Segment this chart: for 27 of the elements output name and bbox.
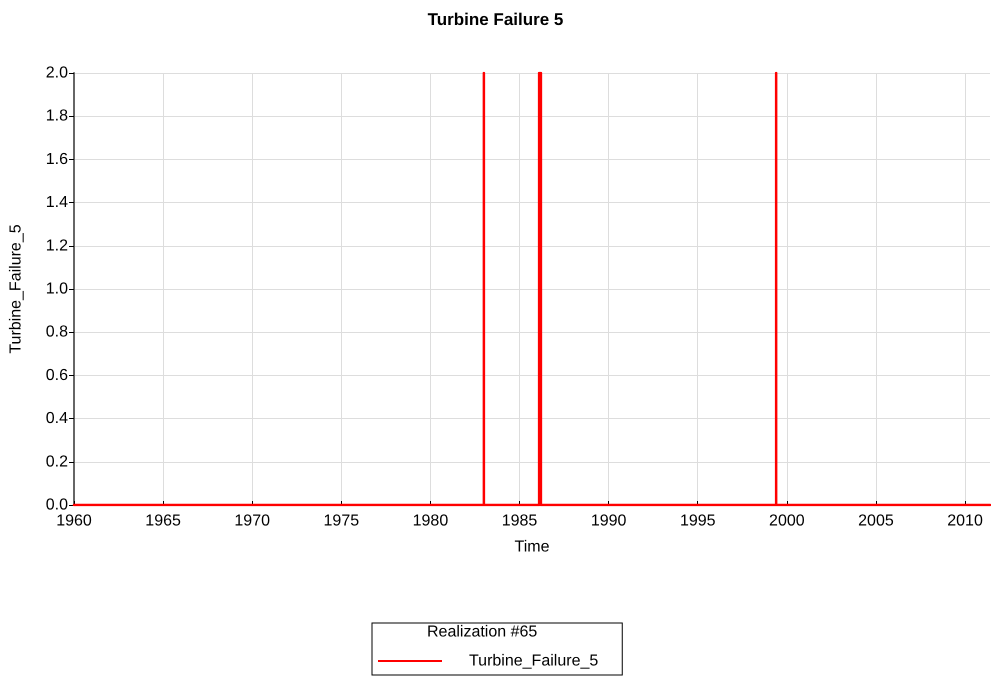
y-tick-label: 1.6 — [46, 150, 68, 168]
x-tick-label: 1990 — [590, 512, 627, 530]
y-tick-label: 0.0 — [46, 496, 68, 514]
x-tick-label: 1965 — [145, 512, 182, 530]
x-tick-label: 1980 — [412, 512, 448, 530]
legend-title: Realization #65 — [427, 624, 538, 640]
y-tick-label: 0.2 — [46, 453, 68, 470]
y-tick-label: 0.8 — [46, 324, 68, 341]
y-axis-title: Turbine_Failure_5 — [8, 224, 24, 354]
x-tick-label: 2010 — [947, 512, 983, 530]
chart-title: Turbine Failure 5 — [428, 10, 564, 29]
y-tick-label: 2.0 — [46, 64, 68, 82]
y-tick-label: 1.8 — [46, 108, 68, 125]
x-axis-title: Time — [514, 538, 550, 556]
x-tick-label: 1970 — [234, 512, 270, 530]
x-tick-label: 1995 — [680, 512, 716, 530]
x-tick-label: 1975 — [324, 512, 360, 530]
y-tick-label: 1.0 — [46, 280, 68, 298]
legend-label: Turbine_Failure_5 — [469, 652, 598, 670]
x-tick-label: 2000 — [769, 512, 805, 530]
y-tick-label: 1.2 — [46, 237, 68, 254]
y-tick-label: 1.4 — [46, 194, 68, 212]
y-tick-label: 0.6 — [46, 366, 68, 384]
x-tick-label: 1985 — [502, 512, 538, 530]
x-tick-label: 1960 — [56, 512, 92, 530]
y-tick-label: 0.4 — [46, 410, 68, 428]
x-tick-label: 2005 — [858, 512, 894, 530]
